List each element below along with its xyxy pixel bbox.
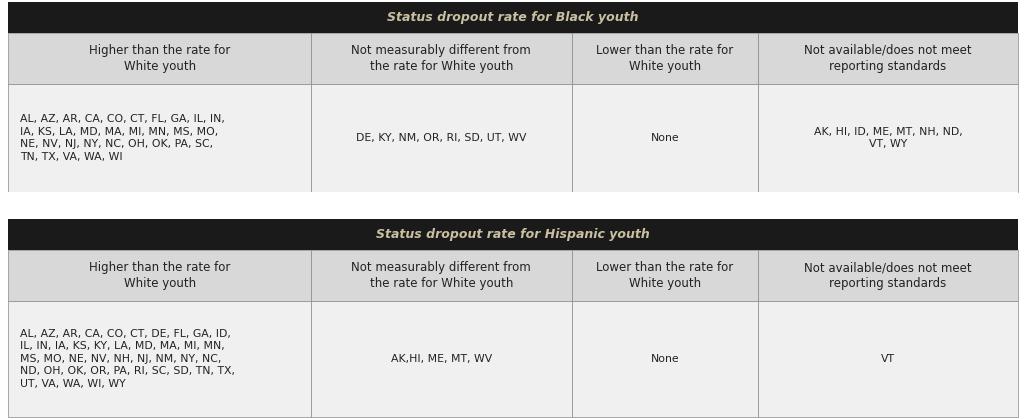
Text: AK,HI, ME, MT, WV: AK,HI, ME, MT, WV [391, 354, 491, 364]
Bar [758, 84, 1018, 192]
Text: Status dropout rate for Black youth: Status dropout rate for Black youth [387, 11, 639, 24]
Text: Lower than the rate for
White youth: Lower than the rate for White youth [596, 44, 734, 73]
Bar [8, 84, 311, 192]
Bar [311, 33, 571, 84]
Bar [571, 33, 758, 84]
Bar [8, 2, 1018, 33]
Bar [571, 251, 758, 301]
Text: DE, KY, NM, OR, RI, SD, UT, WV: DE, KY, NM, OR, RI, SD, UT, WV [356, 133, 526, 143]
Text: VT: VT [881, 354, 895, 364]
Bar [311, 251, 571, 301]
Bar [571, 301, 758, 417]
Text: Higher than the rate for
White youth: Higher than the rate for White youth [89, 44, 230, 73]
Bar [8, 192, 1018, 219]
Text: Higher than the rate for
White youth: Higher than the rate for White youth [89, 261, 230, 290]
Bar [8, 33, 311, 84]
Text: Status dropout rate for Hispanic youth: Status dropout rate for Hispanic youth [377, 228, 649, 241]
Text: Not available/does not meet
reporting standards: Not available/does not meet reporting st… [804, 44, 972, 73]
Bar [758, 33, 1018, 84]
Bar [571, 84, 758, 192]
Text: Not available/does not meet
reporting standards: Not available/does not meet reporting st… [804, 261, 972, 290]
Bar [311, 84, 571, 192]
Text: None: None [650, 354, 679, 364]
Text: AL, AZ, AR, CA, CO, CT, DE, FL, GA, ID,
IL, IN, IA, KS, KY, LA, MD, MA, MI, MN,
: AL, AZ, AR, CA, CO, CT, DE, FL, GA, ID, … [21, 329, 235, 389]
Text: Not measurably different from
the rate for White youth: Not measurably different from the rate f… [352, 261, 531, 290]
Text: Not measurably different from
the rate for White youth: Not measurably different from the rate f… [352, 44, 531, 73]
Text: AL, AZ, AR, CA, CO, CT, FL, GA, IL, IN,
IA, KS, LA, MD, MA, MI, MN, MS, MO,
NE, : AL, AZ, AR, CA, CO, CT, FL, GA, IL, IN, … [21, 114, 225, 162]
Text: Lower than the rate for
White youth: Lower than the rate for White youth [596, 261, 734, 290]
Text: None: None [650, 133, 679, 143]
Bar [8, 301, 311, 417]
Text: AK, HI, ID, ME, MT, NH, ND,
VT, WY: AK, HI, ID, ME, MT, NH, ND, VT, WY [814, 127, 962, 149]
Bar [758, 301, 1018, 417]
Bar [758, 251, 1018, 301]
Bar [311, 301, 571, 417]
Bar [8, 219, 1018, 251]
Bar [8, 251, 311, 301]
